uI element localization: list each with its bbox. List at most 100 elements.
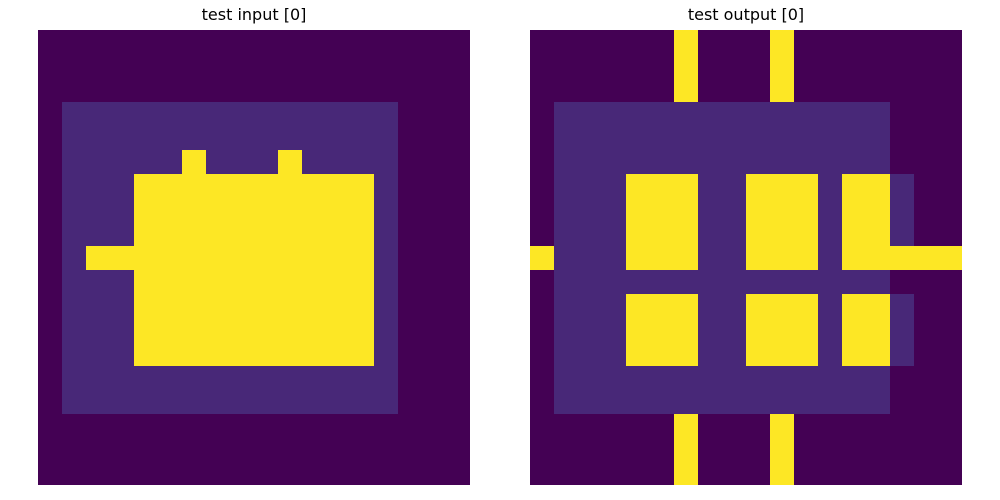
grid-cell xyxy=(746,462,770,485)
grid-cell xyxy=(254,174,278,198)
grid-cell xyxy=(602,150,626,174)
grid-cell xyxy=(446,462,470,485)
grid-cell xyxy=(326,126,350,150)
grid-cell xyxy=(530,438,554,462)
grid-cell xyxy=(398,78,422,102)
grid-cell xyxy=(938,318,962,342)
grid-cell xyxy=(254,246,278,270)
grid-cell xyxy=(398,54,422,78)
grid-cell xyxy=(254,126,278,150)
grid-cell xyxy=(398,462,422,485)
grid-cell xyxy=(914,174,938,198)
grid-cell xyxy=(722,438,746,462)
grid-cell xyxy=(182,366,206,390)
grid-cell xyxy=(818,198,842,222)
grid-cell xyxy=(38,366,62,390)
grid-cell xyxy=(530,222,554,246)
grid-cell xyxy=(350,174,374,198)
grid-cell xyxy=(602,270,626,294)
grid-cell xyxy=(818,462,842,485)
grid-cell xyxy=(794,150,818,174)
grid-cell xyxy=(722,294,746,318)
grid-cell xyxy=(38,78,62,102)
grid-cell xyxy=(650,318,674,342)
grid-cell xyxy=(110,366,134,390)
grid-cell xyxy=(230,174,254,198)
grid-cell xyxy=(722,342,746,366)
grid-cell xyxy=(698,294,722,318)
grid-cell xyxy=(938,102,962,126)
grid-cell xyxy=(86,414,110,438)
grid-cell xyxy=(914,438,938,462)
grid-cell xyxy=(818,54,842,78)
grid-cell xyxy=(746,294,770,318)
grid-cell xyxy=(530,150,554,174)
grid-cell xyxy=(398,150,422,174)
grid-cell xyxy=(914,318,938,342)
grid-cell xyxy=(770,294,794,318)
grid-cell xyxy=(134,270,158,294)
grid-cell xyxy=(422,294,446,318)
grid-cell xyxy=(134,366,158,390)
grid-cell xyxy=(938,342,962,366)
grid-cell xyxy=(374,270,398,294)
grid-cell xyxy=(674,102,698,126)
grid-cell xyxy=(770,462,794,485)
grid-cell xyxy=(842,342,866,366)
grid-cell xyxy=(722,198,746,222)
grid-cell xyxy=(398,342,422,366)
grid-cell xyxy=(230,438,254,462)
grid-cell xyxy=(770,318,794,342)
grid-cell xyxy=(422,102,446,126)
grid-cell xyxy=(326,414,350,438)
grid-cell xyxy=(794,366,818,390)
grid-cell xyxy=(134,198,158,222)
grid-cell xyxy=(914,462,938,485)
grid-cell xyxy=(182,294,206,318)
grid-cell xyxy=(626,246,650,270)
grid-cell xyxy=(746,342,770,366)
grid-cell xyxy=(62,294,86,318)
grid-cell xyxy=(818,438,842,462)
grid-cell xyxy=(398,246,422,270)
grid-cell xyxy=(422,318,446,342)
grid-cell xyxy=(938,414,962,438)
grid-cell xyxy=(302,174,326,198)
grid-cell xyxy=(422,366,446,390)
grid-cell xyxy=(374,414,398,438)
grid-cell xyxy=(866,222,890,246)
grid-cell xyxy=(182,438,206,462)
grid-cell xyxy=(914,102,938,126)
grid-cell xyxy=(350,198,374,222)
grid-cell xyxy=(38,222,62,246)
grid-cell xyxy=(302,150,326,174)
grid-cell xyxy=(254,102,278,126)
grid-cell xyxy=(914,150,938,174)
grid-cell xyxy=(578,366,602,390)
grid-cell xyxy=(890,30,914,54)
grid-cell xyxy=(866,318,890,342)
grid-cell xyxy=(278,294,302,318)
grid-cell xyxy=(914,366,938,390)
grid-cell xyxy=(674,342,698,366)
grid-cell xyxy=(374,438,398,462)
grid-cell xyxy=(62,102,86,126)
grid-cell xyxy=(602,414,626,438)
grid-cell xyxy=(278,366,302,390)
grid-cell xyxy=(302,462,326,485)
grid-cell xyxy=(578,174,602,198)
grid-cell xyxy=(602,174,626,198)
grid-cell xyxy=(842,294,866,318)
grid-cell xyxy=(530,30,554,54)
grid-cell xyxy=(698,150,722,174)
grid-cell xyxy=(554,462,578,485)
grid-cell xyxy=(578,270,602,294)
grid-cell xyxy=(938,246,962,270)
grid-cell xyxy=(446,438,470,462)
grid-cell xyxy=(158,438,182,462)
grid-cell xyxy=(626,30,650,54)
grid-cell xyxy=(698,102,722,126)
grid-cell xyxy=(398,222,422,246)
grid-cell xyxy=(206,366,230,390)
grid-cell xyxy=(62,54,86,78)
